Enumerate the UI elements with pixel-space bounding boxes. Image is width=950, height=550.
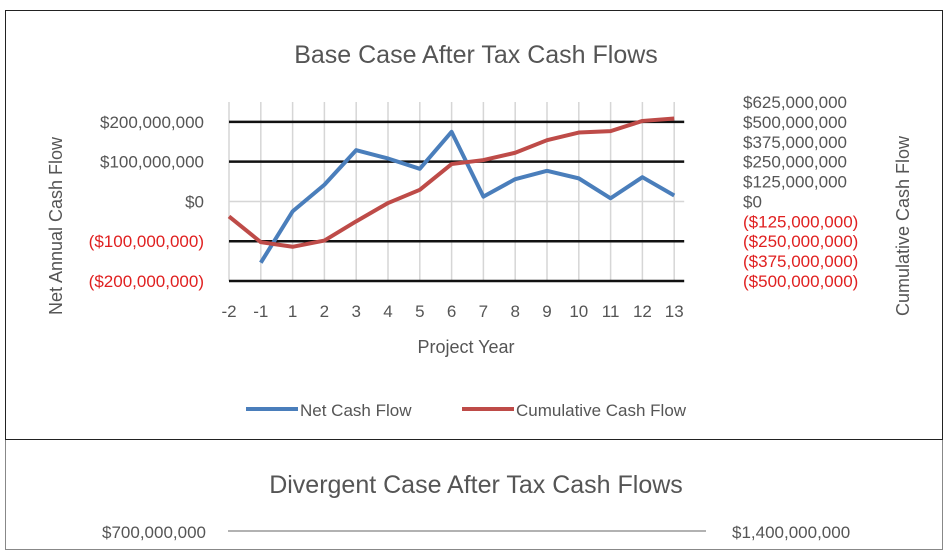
y-tick-label: ($100,000,000): [89, 232, 204, 251]
net-cash-flow-line: [259, 129, 676, 264]
legend: Net Cash Flow Cumulative Cash Flow: [246, 401, 687, 420]
legend-label-net: Net Cash Flow: [300, 401, 412, 420]
y-tick-label: $100,000,000: [100, 153, 204, 172]
x-tick-label: 11: [602, 302, 620, 321]
y2-tick-label: $500,000,000: [743, 113, 847, 132]
x-tick-label: 9: [542, 302, 551, 321]
y2-tick-label: ($375,000,000): [743, 252, 858, 271]
y2-tick-label: $375,000,000: [743, 133, 847, 152]
base-case-chart: Base Case After Tax Cash Flows Net Annua…: [5, 10, 943, 440]
y2-tick-label: ($500,000,000): [743, 272, 858, 291]
x-tick-label: 5: [415, 302, 424, 321]
y2-tick-label: ($250,000,000): [743, 232, 858, 251]
y-tick-label: $0: [185, 192, 204, 211]
y2-tick-label: $125,000,000: [743, 173, 847, 192]
x-tick-label: -1: [253, 302, 268, 321]
x-tick-label: 13: [665, 302, 684, 321]
x-tick-label: 7: [479, 302, 488, 321]
x-tick-label: 10: [569, 302, 588, 321]
base-case-chart-svg: Base Case After Tax Cash Flows Net Annua…: [46, 41, 913, 420]
x-tick-label: 8: [510, 302, 519, 321]
x-tick-label: 2: [320, 302, 329, 321]
y2-tick-label: $625,000,000: [743, 93, 847, 112]
x-tick-label: 3: [351, 302, 360, 321]
y2-tick-label: ($125,000,000): [743, 212, 858, 231]
x-tick-label: -2: [221, 302, 236, 321]
y2-axis-label: Cumulative Cash Flow: [893, 135, 913, 316]
cumulative-cash-flow-line: [227, 116, 675, 249]
chart-title-2: Divergent Case After Tax Cash Flows: [269, 471, 683, 499]
divergent-case-chart-svg: Divergent Case After Tax Cash Flows $700…: [102, 471, 850, 542]
x-tick-label: 1: [288, 302, 297, 321]
y2-tick-label: $250,000,000: [743, 153, 847, 172]
y-tick-label: $200,000,000: [100, 113, 204, 132]
y-axis-label: Net Annual Cash Flow: [46, 136, 66, 315]
legend-label-cumulative: Cumulative Cash Flow: [516, 401, 687, 420]
x-tick-label: 12: [633, 302, 652, 321]
y2-tick-label: $0: [743, 192, 762, 211]
x-tick-label: 4: [383, 302, 392, 321]
divergent-case-chart: Divergent Case After Tax Cash Flows $700…: [5, 440, 943, 550]
x-axis-label: Project Year: [417, 337, 514, 357]
y-tick-label: ($200,000,000): [89, 272, 204, 291]
x-tick-label: 6: [447, 302, 456, 321]
chart-title: Base Case After Tax Cash Flows: [294, 41, 658, 69]
